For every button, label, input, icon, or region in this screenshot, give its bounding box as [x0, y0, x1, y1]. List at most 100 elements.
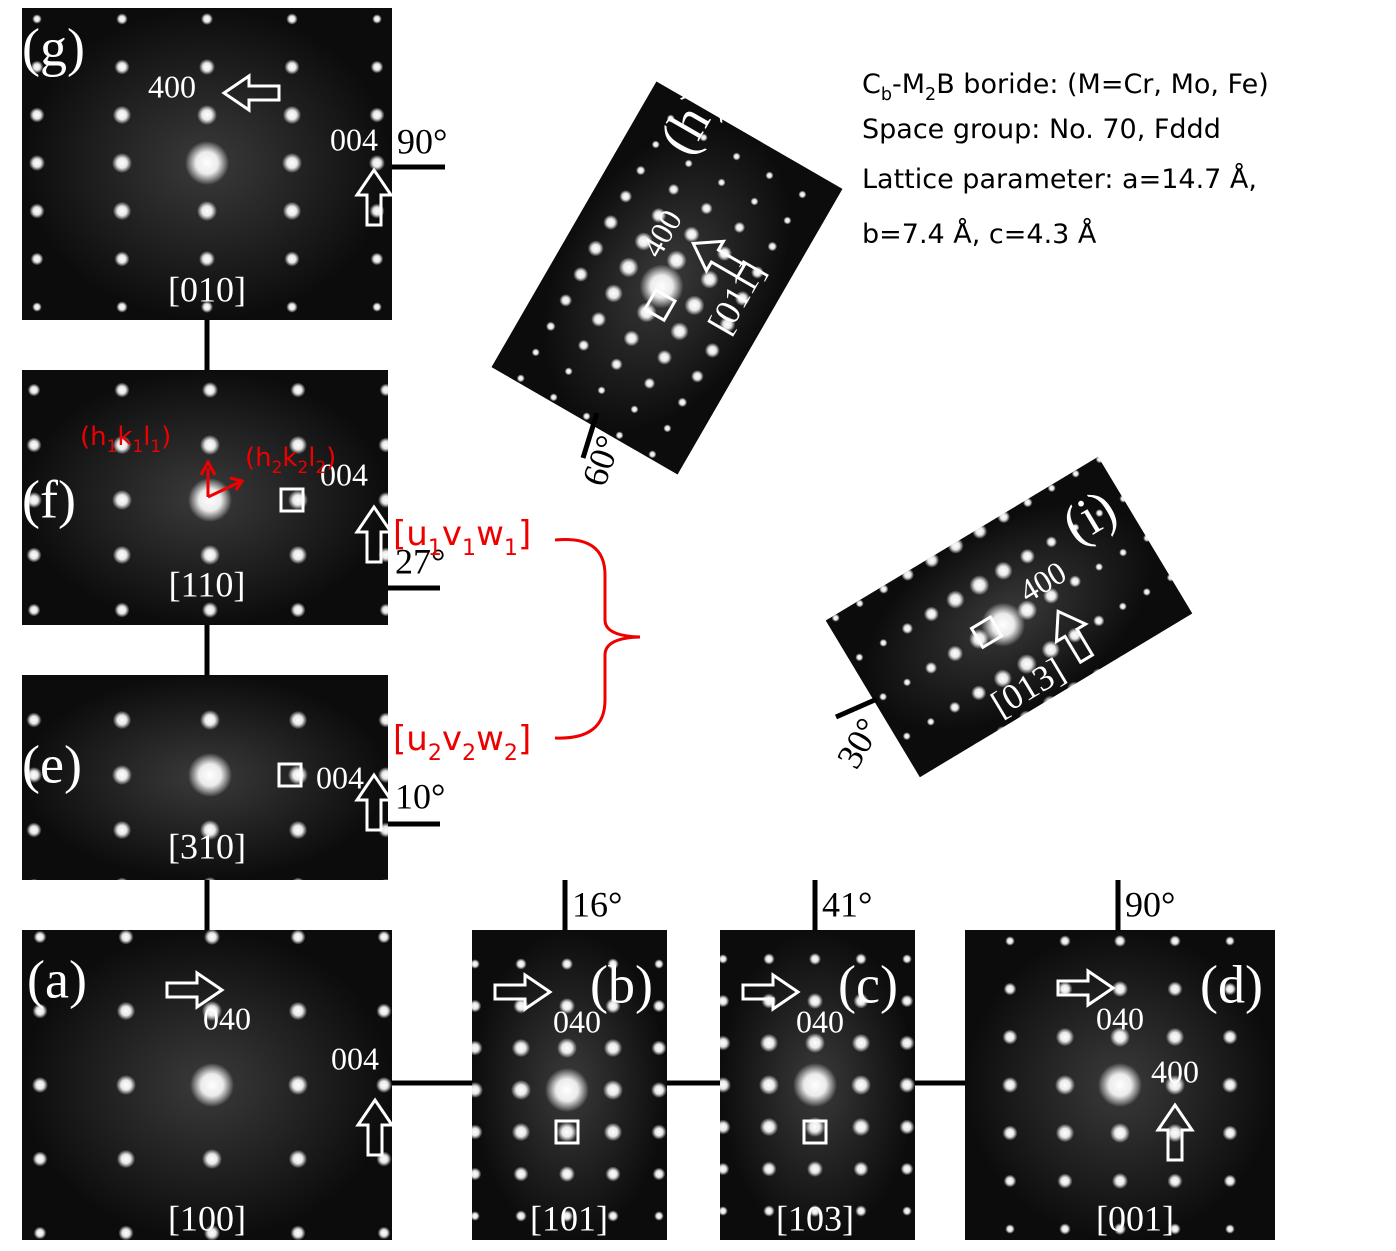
diffraction-spot [903, 871, 911, 879]
info-line-part: -M [892, 69, 925, 100]
diffraction-spot [114, 59, 129, 74]
diffraction-spot [647, 68, 658, 79]
plane-label-part: 2 [315, 457, 326, 477]
diffraction-spot [710, 416, 721, 427]
diffraction-spot [951, 889, 959, 897]
diffraction-spot [290, 602, 305, 617]
axis-label-part: v [442, 719, 462, 759]
diffraction-spot [1114, 935, 1126, 947]
diffraction-spot [715, 1119, 730, 1134]
diffraction-spot [288, 351, 296, 359]
diffraction-spot [809, 953, 821, 965]
diffraction-spot [557, 1122, 577, 1142]
diffraction-spot [468, 439, 479, 450]
diffraction-spot [949, 955, 957, 963]
diffraction-spot [497, 328, 508, 339]
diffraction-spot [470, 959, 480, 969]
zone-axis: [010] [168, 269, 246, 309]
diffraction-spot [28, 879, 41, 892]
diffraction-spot [113, 711, 131, 729]
spot-index: 400 [148, 68, 196, 104]
diffraction-spot [605, 1166, 620, 1181]
diffraction-spot [896, 889, 904, 897]
diffraction-spot [469, 660, 479, 670]
diffraction-spot [456, 157, 468, 169]
diffraction-spot [807, 1161, 823, 1177]
panel-label: (a) [27, 949, 87, 1009]
diffraction-spot [947, 1037, 958, 1048]
diffraction-spot [765, 871, 773, 879]
plane-label-part: l [143, 422, 150, 452]
diffraction-spot [651, 1040, 666, 1055]
diffraction-spot [526, 275, 539, 288]
plane-label-part: 1 [150, 436, 161, 456]
diffraction-spot [533, 418, 544, 429]
diffraction-spot [653, 1168, 666, 1181]
info-line-part: B boride: (M=Cr, Mo, Fe) [936, 69, 1269, 100]
diffraction-spot [457, 254, 467, 264]
diffraction-spot [197, 105, 217, 125]
diffraction-spot [793, 1063, 837, 1107]
diffraction-spot [201, 13, 213, 25]
diffraction-spot [830, 666, 841, 677]
axis-label-part: 1 [462, 535, 476, 561]
diffraction-spot [655, 918, 663, 926]
diffraction-spot [815, 234, 826, 245]
spot-index: 004 [316, 759, 364, 795]
diffraction-spot [763, 953, 774, 964]
diffraction-spot [469, 1168, 482, 1181]
diffraction-spot [673, 955, 681, 963]
diffraction-spot [1167, 981, 1182, 996]
diffraction-spot [700, 1001, 710, 1011]
diffraction-spot [188, 478, 232, 522]
diffraction-spot [1057, 1173, 1072, 1188]
diffraction-spot [288, 765, 308, 785]
diffraction-spot [655, 876, 663, 884]
diffraction-spot [699, 1042, 710, 1053]
diffraction-spot [586, 171, 599, 184]
diffraction-spot [31, 253, 44, 266]
diffraction-spot [1336, 985, 1344, 993]
panel: (b)[101]040 [423, 876, 711, 1246]
diffraction-spot [470, 661, 478, 669]
panel: (a)[100]040004 [0, 857, 476, 1246]
diffraction-spot [700, 1169, 710, 1179]
axis-label-part: w [476, 719, 504, 759]
diffraction-spot [423, 1084, 435, 1096]
diffraction-spot [284, 251, 299, 266]
panel-label: (c) [838, 954, 898, 1014]
spot-index: 004 [330, 121, 378, 157]
diffraction-spot [1059, 1223, 1070, 1234]
diffraction-spot [1280, 984, 1290, 994]
diffraction-spot [948, 996, 958, 1006]
diffraction-spot [763, 1205, 774, 1216]
diffraction-spot [1061, 889, 1069, 897]
page: Cb-M2B boride: (M=Cr, Mo, Fe)Space group… [0, 0, 1396, 1246]
axis-label-part: v [442, 514, 462, 554]
diffraction-spot [28, 659, 41, 672]
diffraction-spot [482, 354, 493, 365]
diffraction-spot [117, 1002, 135, 1020]
diffraction-spot [719, 871, 727, 879]
diffraction-spot [204, 929, 220, 945]
plane-label-part: 2 [297, 457, 308, 477]
diffraction-spot [284, 59, 299, 74]
diffraction-spot [830, 208, 841, 219]
diffraction-spot [811, 871, 819, 879]
diffraction-spot [116, 1075, 136, 1095]
axis-label-part: 1 [504, 535, 518, 561]
panel-label: (f) [22, 469, 76, 529]
info-line-part: 2 [925, 85, 936, 105]
info-line: Lattice parameter: a=14.7 Å, [862, 163, 1257, 195]
diffraction-spot [759, 1075, 779, 1095]
diffraction-spot [423, 1126, 434, 1137]
diffraction-spot [671, 1037, 682, 1048]
diffraction-spot [632, 94, 643, 105]
info-line-part: b=7.4 Å, c=4.3 Å [862, 218, 1097, 250]
diffraction-spot [949, 1031, 960, 1042]
diffraction-spot [197, 201, 217, 221]
diffraction-spot [1005, 1224, 1015, 1234]
diffraction-spot [653, 1000, 666, 1013]
panel: (d)[001]040400 [896, 889, 1344, 1246]
diffraction-spot [672, 1164, 682, 1174]
